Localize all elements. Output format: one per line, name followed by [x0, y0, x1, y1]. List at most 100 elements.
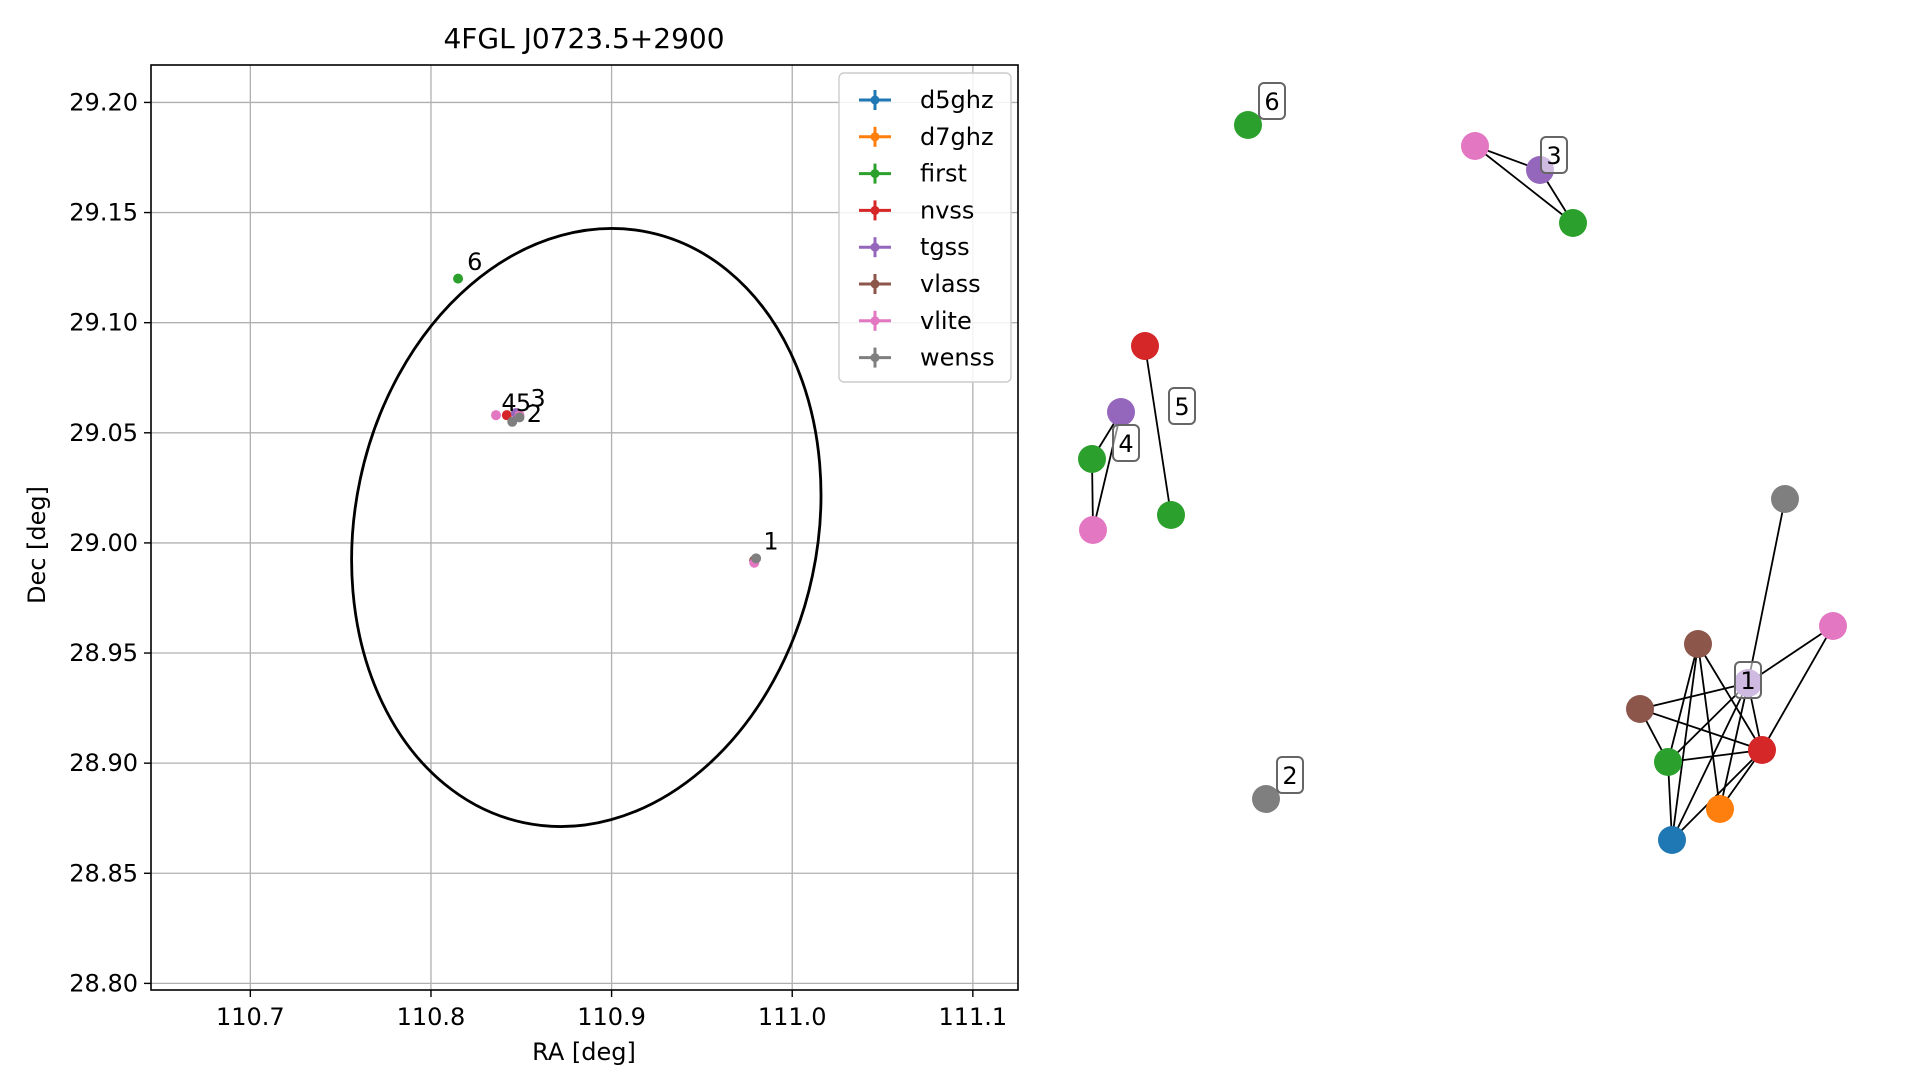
network-label-box	[1734, 661, 1762, 699]
y-axis-label: Dec [deg]	[23, 486, 51, 604]
network-node-wenss	[1771, 485, 1799, 513]
network-node-label: 6	[1258, 82, 1286, 120]
point-annotation: 5	[516, 389, 531, 417]
network-edge	[1474, 145, 1574, 224]
data-point-nvss	[501, 410, 512, 421]
y-tick-label: 28.85	[69, 859, 138, 887]
network-node-label: 4	[1112, 424, 1140, 462]
data-point-wenss	[507, 416, 518, 427]
y-tick-label: 28.90	[69, 749, 138, 777]
network-edge	[1671, 643, 1699, 841]
network-node-d7ghz	[1706, 795, 1734, 823]
point-annotation: 6	[467, 248, 482, 276]
legend-label: nvss	[920, 196, 974, 224]
network-node-label: 3	[1540, 136, 1568, 174]
legend-marker	[870, 132, 880, 142]
network-edge	[1697, 643, 1763, 751]
y-tick-label: 29.20	[69, 88, 138, 116]
sky-position-plot: 4FGL J0723.5+2900 1 234 5 6 110.7 110.8 110.9…	[23, 22, 1019, 1066]
data-point-wenss	[751, 553, 762, 564]
network-label-text: 1	[1740, 667, 1755, 695]
network-label-text: 6	[1264, 88, 1279, 116]
legend-item-first: first	[859, 160, 967, 188]
network-node-label: 2	[1276, 756, 1304, 794]
network-node-nvss	[1131, 332, 1159, 360]
network-node-label: 5	[1168, 387, 1196, 425]
legend-item-vlite: vlite	[859, 307, 972, 335]
network-node-first	[1559, 209, 1587, 237]
network-node-first	[1234, 111, 1262, 139]
network-label-text: 4	[1118, 430, 1133, 458]
x-axis-label: RA [deg]	[532, 1038, 636, 1066]
legend-marker	[870, 279, 880, 289]
y-tick-label: 29.10	[69, 309, 138, 337]
network-edges	[1091, 145, 1834, 841]
network-label-text: 5	[1174, 393, 1189, 421]
network-edge	[1671, 749, 1763, 841]
network-node-wenss	[1252, 785, 1280, 813]
legend-marker	[870, 169, 880, 179]
point-annotation: 1	[763, 528, 778, 556]
network-edge	[1667, 643, 1699, 763]
network-edge	[1639, 682, 1749, 710]
network-label-box	[1258, 82, 1286, 120]
network-node-tgss	[1107, 398, 1135, 426]
y-axis-ticks: 28.80 28.85 28.90 28.95 29.00 29.05 29.10 29.15…	[69, 88, 151, 997]
network-node-label: 1	[1734, 661, 1762, 699]
plot-frame	[150, 64, 1019, 991]
data-point-wenss	[514, 412, 525, 423]
legend-label: vlite	[920, 307, 972, 335]
network-label-text: 2	[1282, 762, 1297, 790]
legend-box	[838, 72, 1012, 383]
x-axis-ticks: 110.7 110.8 110.9 111.0 111.1	[216, 990, 1007, 1031]
y-tick-label: 29.00	[69, 529, 138, 557]
point-annotation: 2	[527, 400, 542, 428]
legend-item-vlass: vlass	[859, 270, 981, 298]
legend: d5ghz d7ghz first nvss tgss vlass vlite wenss	[838, 72, 1012, 383]
legend-marker	[870, 353, 880, 363]
point-annotations: 1 234 5 6	[467, 248, 779, 556]
network-edge	[1747, 498, 1786, 684]
y-tick-label: 29.15	[69, 199, 138, 227]
legend-label: vlass	[920, 270, 981, 298]
network-edge	[1747, 625, 1834, 684]
network-node-first	[1157, 501, 1185, 529]
data-point-vlite	[490, 410, 501, 421]
y-tick-label: 29.05	[69, 419, 138, 447]
legend-marker	[870, 242, 880, 252]
network-node-first	[1654, 748, 1682, 776]
network-node-vlite	[1819, 612, 1847, 640]
network-node-labels: 6 3 5 4 2 1	[1112, 82, 1762, 794]
ellipse-layer	[350, 227, 823, 828]
network-edge	[1761, 625, 1834, 751]
x-tick-label: 110.9	[577, 1003, 646, 1031]
legend-item-d5ghz: d5ghz	[859, 86, 994, 114]
x-tick-label: 110.8	[397, 1003, 466, 1031]
legend-label: tgss	[920, 233, 970, 261]
network-label-box	[1276, 756, 1304, 794]
chart-title: 4FGL J0723.5+2900	[443, 22, 724, 55]
legend-marker	[870, 205, 880, 215]
uncertainty-ellipse	[350, 227, 823, 828]
network-label-box	[1540, 136, 1568, 174]
x-tick-label: 110.7	[216, 1003, 285, 1031]
network-node-vlass	[1684, 630, 1712, 658]
data-point-first	[453, 273, 464, 284]
crossmatch-network: 6 3 5 4 2 1	[1078, 82, 1847, 854]
legend-item-d7ghz: d7ghz	[859, 123, 994, 151]
network-edge	[1671, 682, 1749, 841]
legend-label: d5ghz	[920, 86, 994, 114]
legend-item-nvss: nvss	[859, 196, 974, 224]
network-label-box	[1112, 424, 1140, 462]
y-tick-label: 28.80	[69, 969, 138, 997]
legend-label: wenss	[920, 344, 995, 372]
point-annotation: 4	[501, 389, 516, 417]
x-tick-label: 111.1	[938, 1003, 1007, 1031]
legend-label: first	[920, 160, 967, 188]
network-node-vlass	[1626, 695, 1654, 723]
network-edge	[1667, 682, 1749, 763]
data-points	[453, 273, 762, 568]
y-tick-label: 28.95	[69, 639, 138, 667]
network-node-first	[1078, 445, 1106, 473]
